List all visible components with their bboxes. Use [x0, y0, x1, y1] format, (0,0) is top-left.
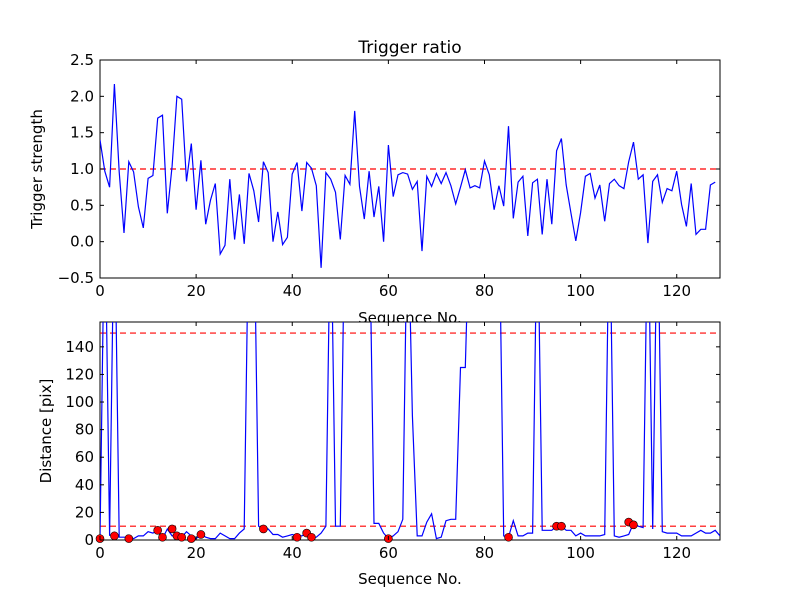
data-marker	[292, 532, 302, 542]
data-marker	[177, 532, 187, 542]
data-marker	[158, 532, 167, 542]
x-tick-label: 20	[187, 544, 206, 562]
y-tick-label: 2.5	[70, 51, 94, 69]
top-chart: 0 20 40 60 80 100 120 −0.5 0.0 0.5 1.0 1.5 2.0 2.5 Tr…	[28, 38, 721, 327]
x-tick-label: 100	[566, 282, 595, 300]
bottom-chart: 0 20 40 60 80 100 120 0 20 40 60 80 100 120 140 Sequen…	[37, 321, 721, 588]
y-tick-label: −0.5	[58, 269, 94, 287]
data-marker	[187, 534, 196, 543]
bottom-plot-area	[99, 321, 721, 541]
series-line	[100, 83, 716, 268]
x-tick-label: 80	[475, 544, 494, 562]
y-tick-label: 80	[75, 421, 94, 439]
x-tick-label: 60	[379, 282, 398, 300]
data-marker	[153, 526, 162, 535]
y-tick-label: 1.5	[70, 124, 94, 142]
bottom-x-axis-label: Sequence No.	[358, 570, 462, 588]
y-tick-label: 100	[65, 393, 94, 411]
data-marker	[557, 521, 566, 531]
y-tick-label: 120	[65, 365, 94, 383]
x-tick-label: 40	[283, 544, 302, 562]
bottom-y-axis-label: Distance [pix]	[37, 379, 55, 484]
data-marker	[124, 534, 134, 543]
x-tick-label: 120	[662, 544, 691, 562]
top-chart-title: Trigger ratio	[357, 38, 461, 58]
x-tick-label: 40	[283, 282, 302, 300]
top-y-axis-label: Trigger strength	[28, 109, 46, 230]
y-tick-label: 140	[65, 338, 94, 356]
y-tick-label: 20	[75, 503, 94, 521]
x-tick-label: 100	[566, 544, 595, 562]
data-marker	[259, 524, 268, 534]
y-tick-label: 0.0	[70, 233, 94, 251]
x-tick-label: 0	[95, 282, 105, 300]
y-tick-label: 0.5	[70, 196, 94, 214]
x-tick-label: 120	[662, 282, 691, 300]
x-tick-label: 60	[379, 544, 398, 562]
y-tick-label: 60	[75, 448, 94, 466]
data-marker	[307, 532, 316, 542]
y-tick-label: 0	[84, 531, 94, 549]
data-marker	[629, 520, 638, 530]
data-marker	[196, 530, 206, 539]
data-marker	[167, 524, 177, 534]
x-tick-label: 80	[475, 282, 494, 300]
y-tick-label: 1.0	[70, 160, 94, 178]
x-tick-label: 0	[95, 544, 105, 562]
data-marker	[110, 531, 119, 541]
x-tick-label: 20	[187, 282, 206, 300]
y-tick-label: 40	[75, 476, 94, 494]
data-marker	[504, 532, 513, 542]
y-tick-label: 2.0	[70, 87, 94, 105]
